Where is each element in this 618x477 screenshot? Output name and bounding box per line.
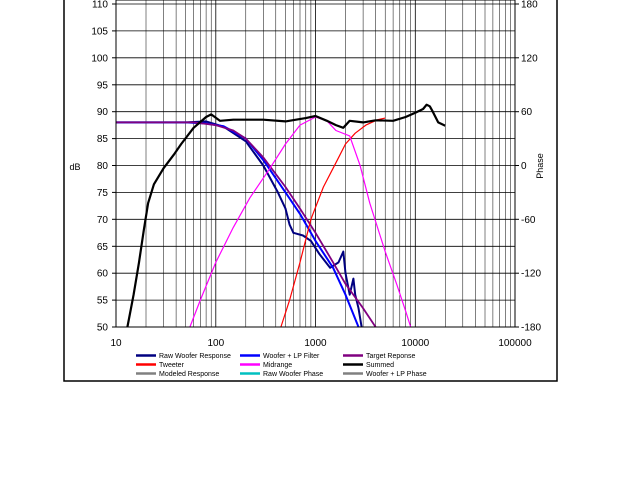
minor-gridlines xyxy=(145,0,511,327)
y-left-tick-label: 50 xyxy=(97,323,109,334)
legend-label-woofer-lp-phase: Woofer + LP Phase xyxy=(366,371,427,378)
series-line-raw-woofer-response xyxy=(116,120,363,328)
y-right-tick-label: -180 xyxy=(521,323,541,334)
y-left-tick-label: 60 xyxy=(97,269,109,280)
y-right-axis-ticks: -180 -120 -60 0 60 120 180 xyxy=(515,0,541,334)
y-left-tick-label: 65 xyxy=(97,242,109,253)
legend-label-raw-woofer-response: Raw Woofer Response xyxy=(159,353,231,360)
series-line-tweeter xyxy=(280,117,386,328)
x-tick-label: 10000 xyxy=(401,338,429,349)
y-right-tick-label: -120 xyxy=(521,269,541,280)
y-right-tick-label: 120 xyxy=(521,53,538,64)
chart-frame xyxy=(63,0,558,382)
x-tick-label: 100 xyxy=(207,338,224,349)
y-right-tick-label: 0 xyxy=(521,161,527,172)
y-left-axis-label: dB xyxy=(69,162,80,172)
series-line-woofer-lp-filter xyxy=(116,121,360,328)
series-line-summed xyxy=(126,103,446,328)
plot-area-border xyxy=(115,0,516,328)
y-left-tick-label: 95 xyxy=(97,80,109,91)
y-left-tick-label: 90 xyxy=(97,107,109,118)
x-tick-label: 100000 xyxy=(498,338,532,349)
x-axis-ticks: 10 100 1000 10000 100000 xyxy=(110,338,532,349)
x-tick-label: 1000 xyxy=(304,338,327,349)
y-left-tick-label: 70 xyxy=(97,215,109,226)
y-right-tick-label: -60 xyxy=(521,215,536,226)
y-right-axis-label: Phase xyxy=(535,153,545,179)
legend-label-target-reponse: Target Reponse xyxy=(366,353,416,360)
y-left-tick-label: 75 xyxy=(97,188,109,199)
legend-label-midrange: Midrange xyxy=(263,362,292,369)
legend-label-raw-woofer-phase: Raw Woofer Phase xyxy=(263,371,323,378)
y-left-tick-label: 85 xyxy=(97,134,109,145)
legend: Raw Woofer Response Woofer + LP Filter Tar… xyxy=(136,353,427,378)
y-right-tick-label: 60 xyxy=(521,107,533,118)
y-left-tick-label: 80 xyxy=(97,161,109,172)
series-line-target-reponse xyxy=(116,121,377,328)
y-left-tick-label: 110 xyxy=(92,0,108,11)
series-line-midrange xyxy=(189,116,412,328)
legend-label-summed: Summed xyxy=(366,362,394,369)
x-tick-label: 10 xyxy=(110,338,122,349)
legend-label-woofer-lp-filter: Woofer + LP Filter xyxy=(263,353,320,360)
y-left-tick-label: 105 xyxy=(91,26,108,37)
series-layer xyxy=(116,103,446,328)
y-left-tick-label: 100 xyxy=(91,53,108,64)
y-right-tick-label: 180 xyxy=(521,0,538,11)
y-left-axis-ticks: 50 55 60 65 70 75 80 85 90 95 100 105 110 xyxy=(91,0,116,334)
y-left-tick-label: 55 xyxy=(97,296,109,307)
legend-label-modeled-response: Modeled Response xyxy=(159,371,219,378)
legend-label-tweeter: Tweeter xyxy=(159,362,185,369)
